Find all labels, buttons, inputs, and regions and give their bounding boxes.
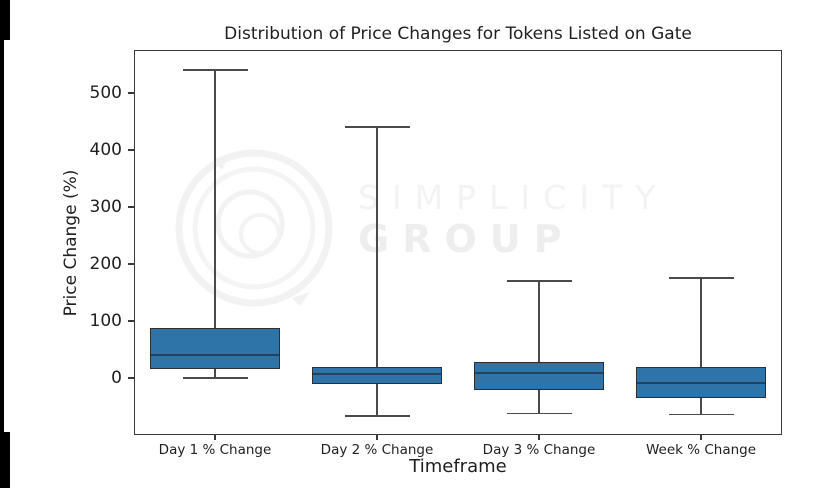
boxplot-box-day-1-pct-change (150, 328, 280, 370)
whisker-cap-lower-day-3-pct-change (506, 412, 572, 415)
x-tick-mark-day-2-pct-change (376, 435, 378, 440)
whisker-cap-upper-day-2-pct-change (344, 126, 410, 128)
boxplot-median-week-pct-change (637, 382, 765, 385)
x-tick-label-day-3-pct-change: Day 3 % Change (482, 442, 596, 458)
boxplot-median-day-1-pct-change (151, 354, 279, 357)
whisker-cap-lower-week-pct-change (668, 413, 734, 416)
y-tick-label-100: 100 (89, 310, 122, 331)
watermark-line-2: GROUP (358, 217, 575, 261)
whisker-lower-day-3-pct-change (538, 389, 540, 414)
x-tick-mark-day-3-pct-change (538, 435, 540, 440)
watermark-text: SIMPLICITY GROUP (358, 178, 669, 261)
y-tick-mark-400 (128, 149, 134, 151)
x-tick-mark-day-1-pct-change (214, 435, 216, 440)
whisker-cap-upper-day-3-pct-change (506, 280, 572, 282)
x-tick-label-day-2-pct-change: Day 2 % Change (320, 442, 434, 458)
y-axis-label: Price Change (%) (61, 169, 81, 317)
whisker-upper-day-1-pct-change (214, 69, 216, 329)
whisker-lower-week-pct-change (700, 397, 702, 415)
left-edge-bar-middle (0, 0, 4, 432)
left-edge-bar-top (0, 0, 10, 40)
whisker-upper-day-3-pct-change (538, 281, 540, 362)
chart-title: Distribution of Price Changes for Tokens… (224, 24, 692, 44)
left-edge-bar-bottom (0, 432, 10, 488)
watermark-line-1: SIMPLICITY (358, 178, 669, 217)
y-tick-mark-200 (128, 263, 134, 265)
y-tick-label-200: 200 (89, 253, 122, 274)
y-tick-label-500: 500 (89, 82, 122, 103)
plot-area (134, 50, 782, 435)
y-tick-mark-500 (128, 92, 134, 94)
y-tick-label-300: 300 (89, 196, 122, 217)
whisker-lower-day-1-pct-change (214, 369, 216, 378)
x-tick-mark-week-pct-change (700, 435, 702, 440)
y-tick-mark-100 (128, 320, 134, 322)
whisker-upper-week-pct-change (700, 278, 702, 368)
watermark-logo-icon (172, 146, 336, 314)
x-tick-label-day-1-pct-change: Day 1 % Change (158, 442, 272, 458)
y-tick-mark-300 (128, 206, 134, 208)
whisker-upper-day-2-pct-change (376, 127, 378, 368)
whisker-cap-upper-week-pct-change (668, 277, 734, 279)
whisker-cap-upper-day-1-pct-change (182, 69, 248, 71)
x-tick-label-week-pct-change: Week % Change (645, 442, 757, 458)
whisker-cap-lower-day-1-pct-change (182, 377, 248, 379)
y-tick-mark-0 (128, 377, 134, 379)
y-tick-label-400: 400 (89, 139, 122, 160)
boxplot-box-day-3-pct-change (474, 361, 604, 390)
x-axis-label: Timeframe (409, 456, 507, 477)
y-tick-label-0: 0 (111, 367, 122, 388)
whisker-lower-day-2-pct-change (376, 384, 378, 417)
whisker-cap-lower-day-2-pct-change (344, 415, 410, 417)
boxplot-median-day-3-pct-change (475, 371, 603, 374)
boxplot-median-day-2-pct-change (313, 372, 441, 375)
boxplot-box-day-2-pct-change (312, 367, 442, 385)
